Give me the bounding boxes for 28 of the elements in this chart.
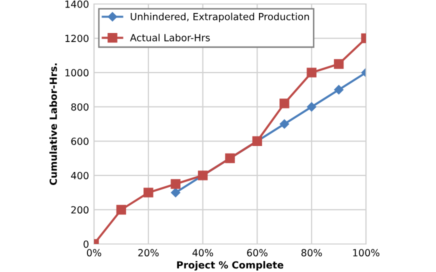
y-tick-label: 1000 [65, 69, 88, 76]
x-tick-label: 80% [301, 249, 322, 256]
legend-label: Actual Labor-Hrs [130, 34, 210, 42]
y-axis-title: Cumulative Labor-Hrs. [49, 64, 57, 185]
x-axis-title: Project % Complete [177, 261, 284, 271]
point [144, 188, 154, 198]
point [334, 59, 344, 69]
point [116, 204, 126, 215]
point [306, 68, 316, 78]
y-tick-label: 400 [71, 172, 88, 180]
y-tick-label: 0 [84, 240, 88, 248]
point [334, 85, 344, 94]
point [306, 102, 316, 112]
y-tick-label: 1200 [65, 34, 88, 42]
point [280, 119, 290, 129]
x-tick-label: 0% [86, 249, 102, 256]
x-tick-label: 40% [192, 249, 214, 256]
y-tick-label: 200 [71, 206, 88, 214]
x-tick-label: 100% [353, 249, 380, 256]
x-tick-label: 20% [138, 249, 159, 256]
x-tick-label: 60% [247, 249, 268, 256]
point [170, 179, 180, 189]
y-tick-label: 1400 [65, 0, 88, 8]
legend-label: Unhindered, Extrapolated Production [130, 12, 309, 22]
point [170, 188, 180, 198]
y-tick-label: 600 [71, 138, 88, 145]
point [280, 98, 290, 108]
y-tick-label: 800 [71, 103, 88, 111]
